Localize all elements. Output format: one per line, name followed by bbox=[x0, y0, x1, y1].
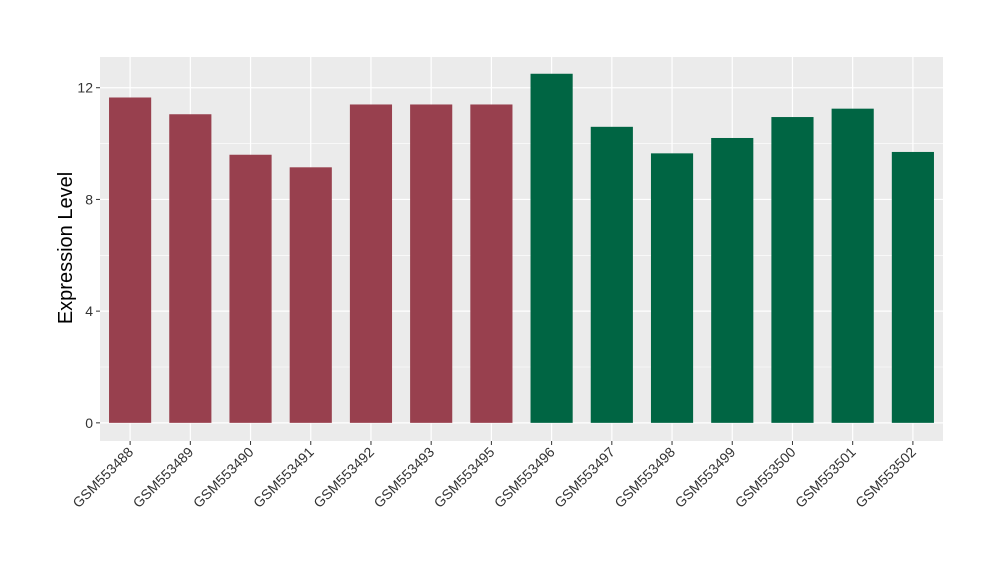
x-tick-label: GSM553497 bbox=[551, 444, 618, 511]
bar-GSM553490 bbox=[229, 154, 272, 423]
x-tick-label: GSM553492 bbox=[310, 444, 377, 511]
x-tick-label: GSM553499 bbox=[671, 444, 738, 511]
bar-GSM553502 bbox=[891, 151, 934, 423]
bars bbox=[109, 73, 934, 423]
x-tick-label: GSM553498 bbox=[611, 444, 678, 511]
bar-GSM553500 bbox=[771, 117, 814, 423]
x-tick-label: GSM553488 bbox=[69, 444, 136, 511]
bar-GSM553491 bbox=[289, 167, 332, 423]
x-tick-label: GSM553500 bbox=[732, 444, 799, 511]
bar-GSM553492 bbox=[349, 104, 393, 423]
bar-GSM553496 bbox=[530, 73, 573, 423]
x-tick-label: GSM553490 bbox=[190, 444, 257, 511]
x-tick-label: GSM553491 bbox=[250, 444, 317, 511]
bar-GSM553489 bbox=[169, 114, 212, 423]
bar-GSM553488 bbox=[109, 97, 152, 423]
y-axis-title: Expression Level bbox=[55, 172, 77, 324]
x-tick-label: GSM553502 bbox=[852, 444, 919, 511]
plot-panel bbox=[100, 57, 943, 441]
bar-GSM553497 bbox=[590, 126, 633, 423]
bar-GSM553495 bbox=[470, 104, 513, 423]
bar-GSM553501 bbox=[831, 108, 874, 423]
bar-GSM553498 bbox=[650, 153, 694, 423]
x-tick-label: GSM553496 bbox=[491, 444, 558, 511]
y-tick-label: 8 bbox=[85, 191, 93, 207]
bar-GSM553499 bbox=[711, 137, 754, 423]
y-tick-label: 4 bbox=[85, 303, 93, 319]
bar-GSM553493 bbox=[410, 104, 453, 423]
x-tick-label: GSM553489 bbox=[130, 444, 197, 511]
x-tick-label: GSM553501 bbox=[792, 444, 859, 511]
y-tick-label: 12 bbox=[77, 80, 93, 96]
x-tick-label: GSM553495 bbox=[431, 444, 498, 511]
y-tick-label: 0 bbox=[85, 415, 93, 431]
x-tick-label: GSM553493 bbox=[370, 444, 437, 511]
